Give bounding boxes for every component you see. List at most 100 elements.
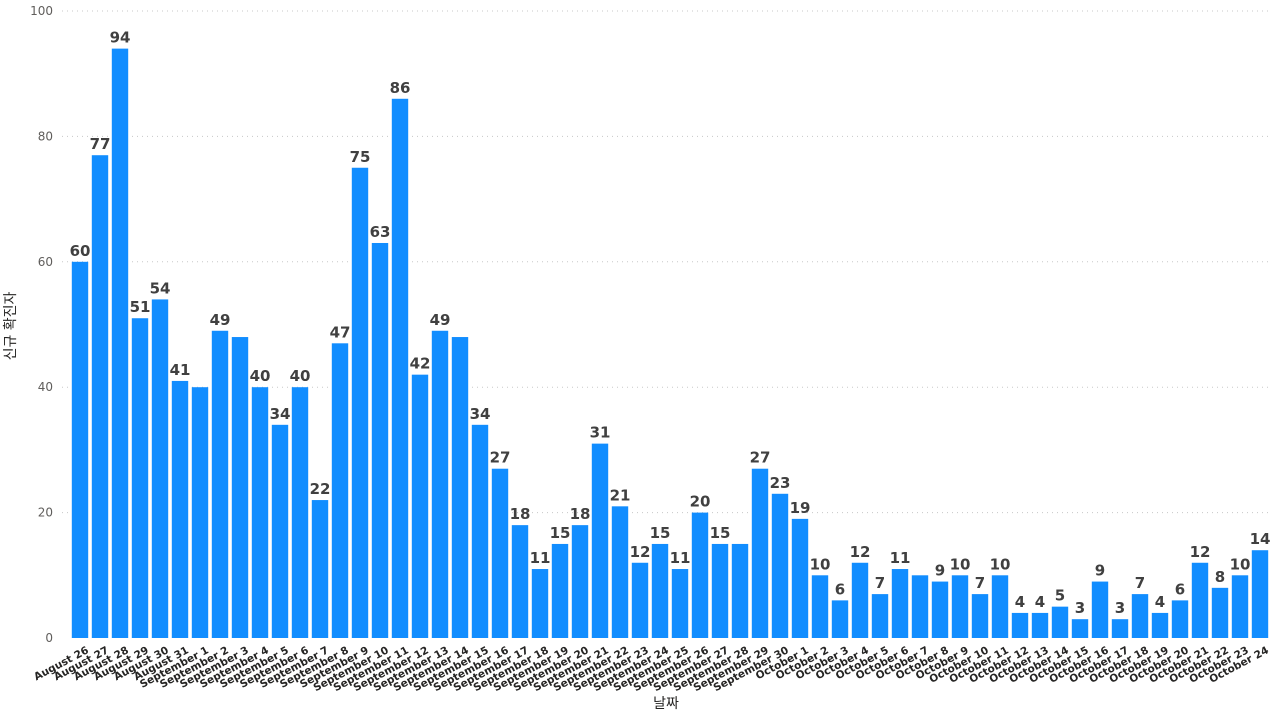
bar[interactable] — [411, 374, 429, 638]
bar[interactable] — [211, 330, 229, 638]
bar[interactable] — [791, 518, 809, 638]
data-label: 22 — [310, 480, 331, 498]
bar[interactable] — [1031, 612, 1049, 638]
data-label: 9 — [935, 562, 945, 580]
bar[interactable] — [751, 468, 769, 638]
bar[interactable] — [271, 424, 289, 638]
bar[interactable] — [71, 261, 89, 638]
bar[interactable] — [131, 318, 149, 638]
data-label: 14 — [1250, 530, 1270, 548]
bar[interactable] — [371, 242, 389, 639]
data-label: 63 — [370, 223, 391, 241]
data-label: 42 — [410, 355, 431, 373]
bar[interactable] — [811, 575, 829, 638]
data-label: 40 — [250, 367, 271, 385]
data-label: 27 — [490, 449, 511, 467]
bar[interactable] — [1251, 550, 1269, 638]
bar[interactable] — [351, 167, 369, 638]
bar[interactable] — [331, 343, 349, 638]
bar[interactable] — [1231, 575, 1249, 638]
bar[interactable] — [891, 569, 909, 638]
data-label: 49 — [430, 311, 451, 329]
data-label: 40 — [290, 367, 311, 385]
bar[interactable] — [1011, 612, 1029, 638]
bar[interactable] — [651, 543, 669, 638]
bar[interactable] — [511, 525, 529, 638]
bar[interactable] — [1211, 587, 1229, 638]
data-label: 77 — [90, 135, 111, 153]
data-label: 15 — [550, 524, 571, 542]
bar[interactable] — [311, 500, 329, 638]
data-label: 10 — [810, 555, 831, 573]
bar[interactable] — [731, 543, 749, 638]
bar[interactable] — [451, 337, 469, 638]
bar[interactable] — [911, 575, 929, 638]
bar[interactable] — [991, 575, 1009, 638]
data-label: 15 — [650, 524, 671, 542]
bar[interactable] — [1151, 612, 1169, 638]
bar[interactable] — [871, 594, 889, 638]
y-axis-ticks: 0 20 40 60 80 100 — [30, 4, 53, 645]
bar[interactable] — [1171, 600, 1189, 638]
bar[interactable] — [971, 594, 989, 638]
bar[interactable] — [1051, 606, 1069, 638]
y-tick-label: 60 — [38, 255, 53, 269]
bar[interactable] — [611, 506, 629, 638]
bar[interactable] — [671, 569, 689, 638]
bar[interactable] — [631, 562, 649, 638]
data-label: 12 — [630, 543, 651, 561]
bar[interactable] — [771, 493, 789, 638]
bar[interactable] — [851, 562, 869, 638]
data-label: 15 — [710, 524, 731, 542]
bar[interactable] — [691, 512, 709, 638]
data-label: 54 — [150, 279, 171, 297]
bar[interactable] — [1131, 594, 1149, 638]
bar[interactable] — [531, 569, 549, 638]
data-label: 10 — [990, 555, 1011, 573]
data-label: 11 — [670, 549, 691, 567]
bar[interactable] — [551, 543, 569, 638]
data-label: 5 — [1055, 587, 1065, 605]
data-label: 7 — [875, 574, 885, 592]
bars — [71, 48, 1269, 639]
y-tick-label: 0 — [45, 631, 53, 645]
bar[interactable] — [591, 443, 609, 638]
data-label: 23 — [770, 474, 791, 492]
bar[interactable] — [1111, 619, 1129, 638]
bar[interactable] — [931, 581, 949, 638]
bar[interactable] — [571, 525, 589, 638]
bar[interactable] — [391, 98, 409, 638]
bar[interactable] — [231, 337, 249, 638]
bar[interactable] — [151, 299, 169, 638]
data-label: 75 — [350, 148, 371, 166]
bar[interactable] — [1091, 581, 1109, 638]
bar[interactable] — [1191, 562, 1209, 638]
bar[interactable] — [831, 600, 849, 638]
data-label: 60 — [70, 242, 91, 260]
bar[interactable] — [471, 424, 489, 638]
data-label: 41 — [170, 361, 191, 379]
bar[interactable] — [431, 330, 449, 638]
data-label: 94 — [110, 29, 131, 47]
bar[interactable] — [951, 575, 969, 638]
bar[interactable] — [491, 468, 509, 638]
bar[interactable] — [291, 387, 309, 638]
bar[interactable] — [91, 155, 109, 638]
data-label: 3 — [1115, 599, 1125, 617]
bar[interactable] — [171, 380, 189, 638]
bar[interactable] — [191, 387, 209, 638]
y-tick-label: 20 — [38, 506, 53, 520]
data-labels: 6077945154414940344022477563864249342718… — [70, 29, 1270, 618]
data-label: 10 — [1230, 555, 1251, 573]
bar[interactable] — [1071, 619, 1089, 638]
data-label: 7 — [975, 574, 985, 592]
data-label: 4 — [1015, 593, 1025, 611]
y-axis-title: 신규 확진자 — [3, 291, 19, 360]
data-label: 4 — [1155, 593, 1165, 611]
bar[interactable] — [251, 387, 269, 638]
data-label: 9 — [1095, 562, 1105, 580]
bar[interactable] — [111, 48, 129, 639]
bar[interactable] — [711, 543, 729, 638]
